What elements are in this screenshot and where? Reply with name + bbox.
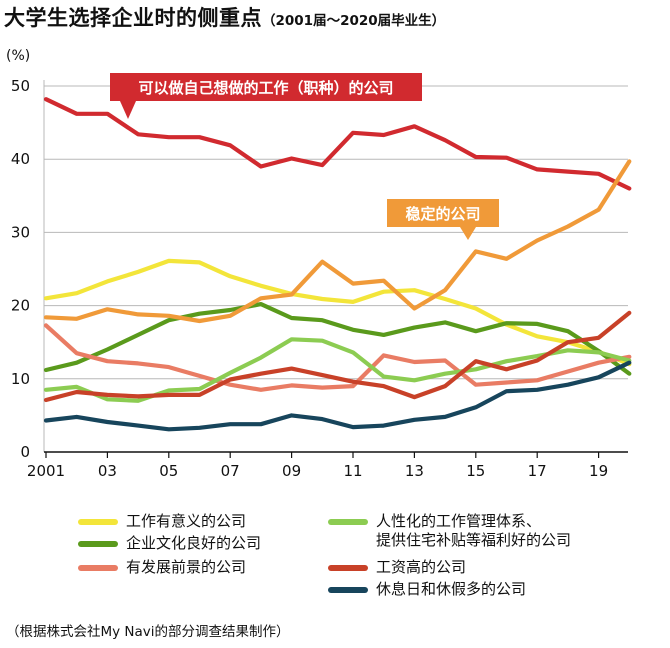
callout-pointer: [120, 101, 136, 119]
legend-label: 工作有意义的公司: [126, 512, 247, 530]
x-tick-label: 05: [159, 462, 178, 480]
callout-box: [110, 73, 422, 101]
legend-label: 休息日和休假多的公司: [376, 580, 527, 598]
legend-swatch: [78, 519, 118, 525]
y-tick-label: 40: [11, 150, 30, 168]
y-tick-label: 50: [11, 77, 30, 95]
series-line: [43, 337, 632, 403]
y-tick-label: 0: [20, 443, 30, 461]
callout-label: 可以做自己想做的工作（职种）的公司: [138, 79, 393, 97]
x-tick-label: 17: [528, 462, 547, 480]
y-tick-label: 30: [11, 223, 30, 241]
y-tick-label: 20: [11, 297, 30, 315]
line-chart: 0 10 20 30 40 50 2001 03 05 07 09 11 13 15 17 19 可以做自己想做…: [11, 73, 632, 480]
legend-item: 工作有意义的公司: [78, 512, 246, 531]
x-tick-label: 2001: [27, 462, 65, 480]
legend-swatch: [328, 565, 368, 571]
series-line: [43, 159, 632, 324]
callout-box: [387, 199, 499, 227]
legend-label: 工资高的公司: [376, 558, 467, 576]
legend-swatch: [78, 565, 118, 571]
series-line: [43, 97, 632, 191]
x-tick-label: 13: [405, 462, 424, 480]
callout-label: 稳定的公司: [405, 205, 480, 223]
x-tick-label: 15: [466, 462, 485, 480]
legend-item: 人性化的工作管理体系、 提供住宅补贴等福利好的公司: [328, 512, 571, 550]
chart-title: 大学生选择企业时的侧重点（2001届～2020届毕业生）: [4, 2, 445, 32]
x-tick-label: 03: [98, 462, 117, 480]
legend-label: 人性化的工作管理体系、 提供住宅补贴等福利好的公司: [376, 512, 572, 549]
x-tick-label: 19: [589, 462, 608, 480]
x-tick-label: 07: [221, 462, 240, 480]
legend-item: 休息日和休假多的公司: [328, 580, 526, 599]
chart-subtitle: （2001届～2020届毕业生）: [262, 13, 446, 29]
legend-item: 有发展前景的公司: [78, 558, 246, 577]
y-axis-unit: (%): [6, 48, 31, 64]
legend-swatch: [78, 541, 118, 547]
y-tick-label: 10: [11, 370, 30, 388]
callout-pointer: [460, 227, 476, 240]
x-tick-label: 09: [282, 462, 301, 480]
chart-title-main: 大学生选择企业时的侧重点: [4, 6, 262, 30]
series-line: [43, 258, 632, 367]
legend-item: 企业文化良好的公司: [78, 534, 261, 553]
legend-item: 工资高的公司: [328, 558, 466, 577]
source-note: （根据株式会社My Navi的部分调查结果制作）: [6, 624, 290, 640]
legend-swatch: [328, 587, 368, 593]
series-line: [43, 323, 632, 392]
series-line: [43, 360, 632, 432]
legend-label: 有发展前景的公司: [126, 558, 247, 576]
x-tick-label: 11: [343, 462, 362, 480]
legend-swatch: [328, 519, 368, 525]
series-line: [43, 310, 632, 403]
series-line: [43, 302, 632, 376]
legend-label: 企业文化良好的公司: [126, 534, 262, 552]
